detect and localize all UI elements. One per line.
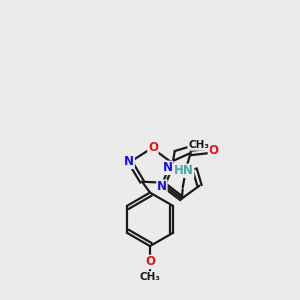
Text: O: O [145,256,155,268]
Text: HN: HN [174,164,194,177]
Text: N: N [157,180,167,193]
Text: N: N [163,161,173,174]
Text: O: O [208,145,218,158]
Text: CH₃: CH₃ [188,140,209,150]
Text: N: N [124,155,134,168]
Text: CH₃: CH₃ [140,272,160,282]
Text: O: O [148,140,158,154]
